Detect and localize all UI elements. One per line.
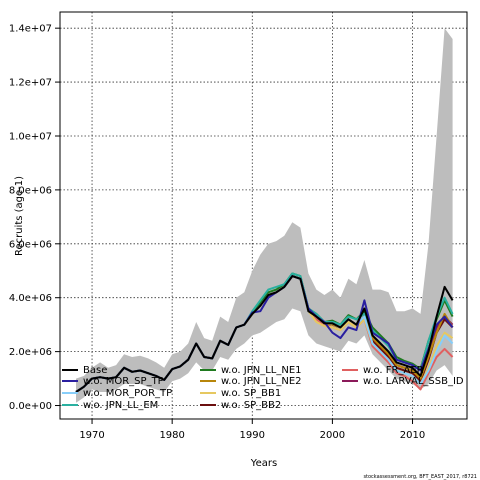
legend-label-w-o-mor-sp-tp: w.o. MOR_SP_TP bbox=[83, 376, 164, 387]
y-tick-label: 1.4e+07 bbox=[9, 24, 52, 35]
y-tick-label: 0.0e+00 bbox=[9, 401, 52, 412]
y-tick-label: 8.0e+06 bbox=[9, 185, 52, 196]
x-tick-label: 1980 bbox=[159, 430, 184, 441]
series-lines bbox=[75, 272, 454, 393]
confidence-band bbox=[76, 28, 453, 403]
x-tick-label: 1970 bbox=[79, 430, 104, 441]
y-tick-label: 1.2e+07 bbox=[9, 78, 52, 89]
legend-label-w-o-jpn-ll-ne2: w.o. JPN_LL_NE2 bbox=[221, 376, 302, 387]
x-axis-title: Years bbox=[250, 458, 277, 469]
x-tick-label: 2010 bbox=[400, 430, 425, 441]
y-axis-title: Recruits (age-1) bbox=[14, 176, 25, 256]
x-tick-label: 2000 bbox=[320, 430, 345, 441]
y-tick-label: 1.0e+07 bbox=[9, 131, 52, 142]
y-axis-ticks: 0.0e+00 2.0e+06 4.0e+06 6.0e+06 8.0e+06 1.0e+… bbox=[9, 24, 60, 412]
x-axis-ticks: 1970 1980 1990 2000 2010 bbox=[79, 419, 425, 441]
y-tick-label: 6.0e+06 bbox=[9, 239, 52, 250]
footnote: stockassessment.org, BFT_EAST_2017, r872… bbox=[363, 474, 477, 480]
legend-label-w-o-larval-ssb-id: w.o. LARVAL_SSB_ID bbox=[363, 376, 464, 387]
legend-label-w-o-mor-por-tp: w.o. MOR_POR_TP bbox=[83, 388, 172, 399]
x-tick-label: 1990 bbox=[240, 430, 265, 441]
legend-label-w-o-jpn-ll-ne1: w.o. JPN_LL_NE1 bbox=[221, 365, 302, 376]
y-tick-label: 2.0e+06 bbox=[9, 347, 52, 358]
legend-label-w-o-fr-aer: w.o. FR_AER bbox=[363, 365, 424, 376]
y-tick-label: 4.0e+06 bbox=[9, 293, 52, 304]
legend-label-base: Base bbox=[83, 365, 107, 376]
legend-label-w-o-sp-bb2: w.o. SP_BB2 bbox=[221, 400, 281, 411]
legend-label-w-o-sp-bb1: w.o. SP_BB1 bbox=[221, 388, 281, 399]
series-line-base bbox=[75, 275, 454, 393]
legend-label-w-o-jpn-ll-em: w.o. JPN_LL_EM bbox=[83, 400, 158, 411]
confidence-band-layer bbox=[76, 28, 453, 403]
plot-frame bbox=[59, 11, 468, 420]
